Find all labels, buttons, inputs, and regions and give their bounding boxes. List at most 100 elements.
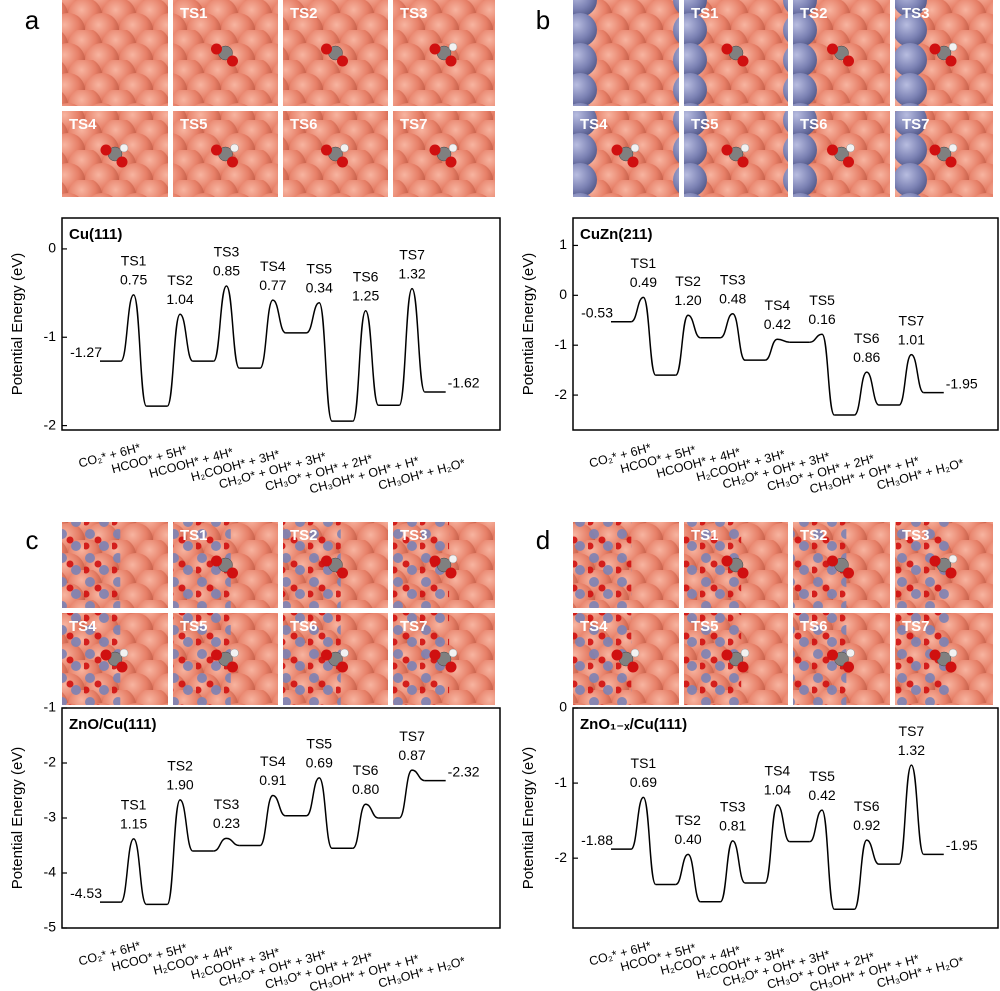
molecule-atom — [737, 156, 749, 168]
snapshot-label: TS5 — [691, 618, 719, 635]
barrier-label: 0.86 — [853, 349, 880, 365]
molecule-atom — [721, 144, 733, 156]
transition-curve — [352, 803, 379, 849]
ts-label: TS4 — [765, 297, 791, 313]
y-tick-label: 0 — [559, 699, 567, 715]
ts-label: TS6 — [854, 798, 880, 814]
y-tick-label: -1 — [44, 328, 57, 344]
transition-curve — [166, 799, 194, 906]
end-energy-label: -1.95 — [946, 837, 978, 853]
snapshot-label: TS7 — [902, 618, 930, 635]
molecule-atom — [740, 648, 750, 658]
y-tick-label: -2 — [44, 416, 57, 432]
ts-label: TS4 — [260, 753, 286, 769]
transition-curve — [720, 313, 746, 361]
molecule-atom — [445, 156, 457, 168]
y-axis-label: Potential Energy (eV) — [9, 747, 26, 890]
molecule-atom — [429, 144, 441, 156]
molecule-atom — [211, 555, 222, 567]
molecule-atom — [740, 143, 750, 153]
y-tick-label: -2 — [555, 849, 568, 865]
transition-curve — [166, 313, 194, 407]
barrier-label: 0.80 — [352, 781, 379, 797]
snapshot-label: TS6 — [800, 116, 828, 133]
ts-label: TS7 — [899, 723, 925, 739]
ts-label: TS4 — [765, 763, 791, 779]
barrier-label: 0.40 — [674, 831, 701, 847]
molecule-atom — [321, 43, 332, 55]
snapshot-label: TS3 — [902, 527, 930, 544]
molecule-atom — [227, 156, 238, 168]
start-energy-label: -0.53 — [581, 304, 613, 320]
barrier-label: 0.81 — [719, 818, 746, 834]
plot-frame — [572, 217, 999, 431]
snapshot-label: TS1 — [180, 5, 208, 22]
barrier-label: 1.04 — [764, 782, 791, 798]
start-energy-label: -4.53 — [70, 885, 102, 901]
chart-title: ZnO/Cu(111) — [69, 716, 157, 733]
ts-label: TS7 — [899, 312, 925, 328]
ts-label: TS6 — [854, 330, 880, 346]
barrier-label: 0.92 — [853, 817, 880, 833]
barrier-label: 0.91 — [259, 772, 286, 788]
molecule-atom — [116, 661, 128, 673]
transition-curve — [898, 353, 925, 406]
snapshot-label: TS4 — [580, 116, 608, 133]
snapshot-label: TS4 — [580, 618, 608, 635]
barrier-label: 1.01 — [898, 331, 925, 347]
molecule-atom — [843, 661, 854, 673]
molecule-atom — [227, 55, 238, 67]
barrier-label: 0.42 — [764, 316, 791, 332]
molecule-atom — [429, 649, 441, 661]
snapshot-label: TS3 — [400, 527, 428, 544]
ts-label: TS1 — [121, 797, 147, 813]
snapshot-label: TS6 — [290, 116, 318, 133]
panel-letter: c — [26, 525, 39, 555]
ts-label: TS5 — [306, 261, 332, 277]
snapshot-label: TS2 — [290, 5, 318, 22]
molecule-atom — [630, 143, 640, 153]
molecule-atom — [721, 43, 733, 55]
transition-curve — [213, 837, 240, 852]
snapshot-label: TS5 — [691, 116, 719, 133]
molecule-atom — [627, 156, 639, 168]
zno-layer — [573, 522, 632, 608]
y-axis-label: Potential Energy (eV) — [520, 747, 537, 890]
molecule-atom — [737, 567, 749, 579]
barrier-label: 0.85 — [213, 263, 240, 279]
barrier-label: 0.69 — [306, 755, 333, 771]
ts-label: TS7 — [399, 246, 425, 262]
transition-curve — [809, 333, 836, 416]
molecule-atom — [611, 144, 623, 156]
ts-label: TS1 — [631, 255, 657, 271]
transition-curve — [212, 285, 240, 369]
snapshot-label: TS1 — [691, 527, 719, 544]
barrier-label: 0.75 — [120, 272, 147, 288]
snapshot-label: TS3 — [400, 5, 428, 22]
y-axis-label: Potential Energy (eV) — [9, 253, 26, 396]
snapshot-label: TS5 — [180, 116, 208, 133]
plot-frame — [61, 217, 501, 431]
snapshot-label: TS6 — [800, 618, 828, 635]
chart-title: CuZn(211) — [580, 226, 653, 243]
molecule-atom — [827, 144, 838, 156]
barrier-label: 1.04 — [166, 291, 193, 307]
y-axis-label: Potential Energy (eV) — [520, 253, 537, 396]
molecule-atom — [929, 649, 941, 661]
transition-curve — [352, 309, 380, 422]
molecule-atom — [843, 156, 854, 168]
ts-label: TS3 — [214, 796, 240, 812]
barrier-label: 0.48 — [719, 290, 746, 306]
zno-layer — [62, 522, 121, 608]
molecule-atom — [445, 661, 457, 673]
molecule-atom — [116, 156, 128, 168]
molecule-atom — [211, 144, 222, 156]
molecule-atom — [948, 648, 958, 658]
transition-curve — [675, 314, 701, 376]
ts-label: TS6 — [353, 762, 379, 778]
molecule-atom — [321, 649, 332, 661]
transition-curve — [809, 809, 836, 910]
ts-label: TS2 — [167, 758, 193, 774]
transition-curve — [764, 338, 790, 361]
